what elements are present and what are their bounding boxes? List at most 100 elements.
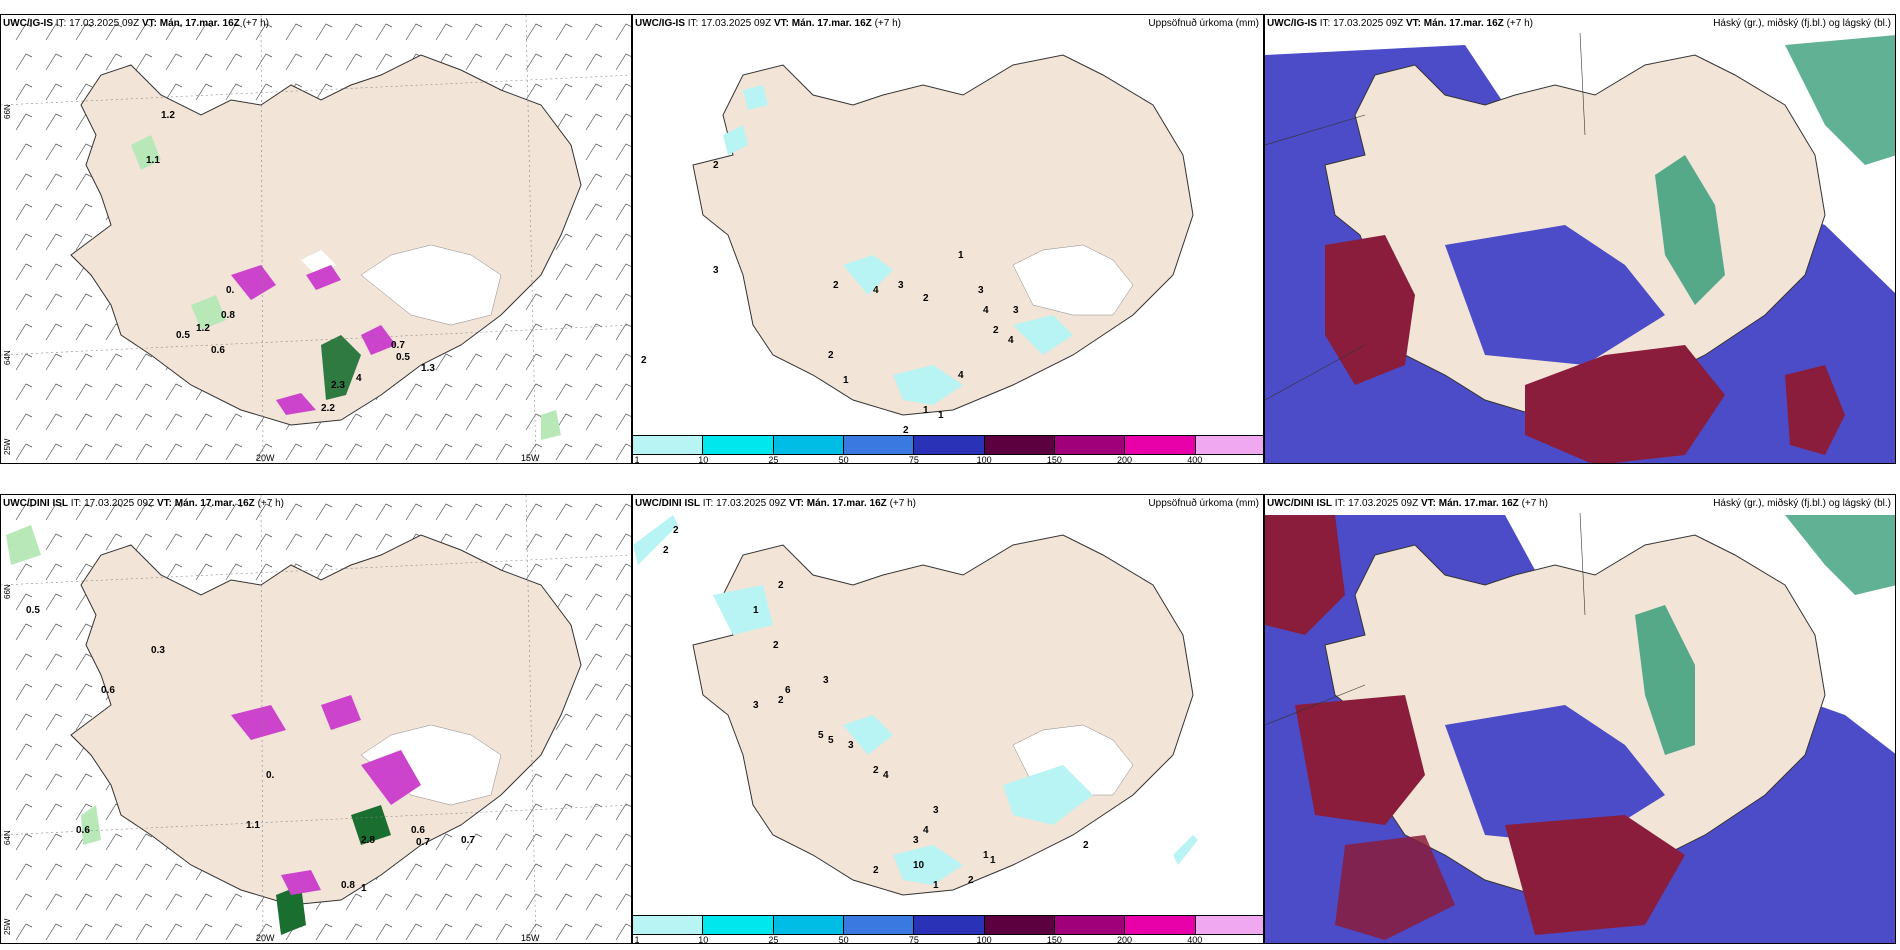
- wind-barb: [375, 893, 393, 911]
- wind-barb: [435, 503, 453, 521]
- wind-barb: [135, 923, 153, 941]
- cloud-map-panel-bottom: UWC/DINI ISL IT: 17.03.2025 09Z VT: Mán.…: [1264, 494, 1896, 944]
- cloud-title: Háský (gr.), miðský (fj.bl.) og lágský (…: [1713, 498, 1891, 509]
- wind-barb: [105, 443, 123, 461]
- precip-title: Uppsöfnuð úrkoma (mm): [1148, 498, 1259, 509]
- grid-lines: [1, 15, 631, 463]
- wind-barb: [255, 563, 273, 581]
- wind-barb: [225, 83, 243, 101]
- precip-green-2: [131, 135, 161, 170]
- map-value-label: 1.1: [146, 155, 160, 166]
- wind-barb: [75, 923, 93, 941]
- iceland-land: [70, 54, 582, 426]
- wind-barb: [285, 443, 303, 461]
- wind-barb: [225, 893, 243, 911]
- wind-barb: [75, 23, 93, 41]
- lon-label-25: 25W: [3, 918, 12, 935]
- map-value-label: 1.1: [246, 820, 260, 831]
- map-value-label: 1: [923, 405, 929, 416]
- cloud-maroon-west: [1325, 235, 1415, 385]
- wind-barb: [15, 233, 33, 251]
- wind-barb: [555, 413, 573, 431]
- precip-magenta-4: [276, 393, 316, 415]
- map-value-label: 2: [673, 525, 679, 536]
- map-value-label: 0.5: [176, 330, 190, 341]
- wind-barb: [105, 503, 123, 521]
- wind-barb: [75, 863, 93, 881]
- colorbar-segment: [773, 436, 844, 454]
- map-value-label: 0.8: [221, 310, 235, 321]
- wind-barb: [75, 323, 93, 341]
- wind-barb: [585, 413, 603, 431]
- wind-barb: [585, 83, 603, 101]
- wind-barb: [405, 443, 423, 461]
- wind-barb: [285, 53, 303, 71]
- wind-barb: [195, 83, 213, 101]
- wind-barb: [285, 533, 303, 551]
- wind-barb: [165, 533, 183, 551]
- wind-barb: [195, 413, 213, 431]
- wind-barb: [495, 353, 513, 371]
- wind-barb: [585, 773, 603, 791]
- map-value-label: 0.6: [101, 685, 115, 696]
- wind-barb: [15, 263, 33, 281]
- wind-barb: [45, 653, 63, 671]
- map-value-label: 4: [923, 825, 929, 836]
- wind-barb: [615, 413, 631, 431]
- wind-barb: [555, 563, 573, 581]
- precip-magenta-2: [321, 695, 361, 730]
- map-value-label: 2: [993, 325, 999, 336]
- wind-barb: [495, 23, 513, 41]
- wind-barb: [555, 443, 573, 461]
- wind-barb: [315, 53, 333, 71]
- wind-barb: [15, 413, 33, 431]
- wind-barb: [555, 593, 573, 611]
- wind-barb: [75, 383, 93, 401]
- precip-magenta-2: [306, 265, 341, 290]
- wind-barb: [135, 413, 153, 431]
- wind-barb: [135, 443, 153, 461]
- wind-map-bottom: [1, 495, 631, 943]
- precip-magenta-3: [361, 750, 421, 805]
- wind-barb: [165, 23, 183, 41]
- wind-map-panel-bottom: UWC/DINI ISL IT: 17.03.2025 09Z VT: Mán.…: [0, 494, 632, 944]
- colorbar-tick-label: 75: [908, 935, 919, 944]
- panel-title: UWC/DINI ISL IT: 17.03.2025 09Z VT: Mán.…: [1267, 498, 1548, 509]
- wind-barb: [585, 863, 603, 881]
- wind-barb: [525, 383, 543, 401]
- wind-barb: [75, 143, 93, 161]
- wind-barb: [585, 923, 603, 941]
- colorbar-tick-label: 25: [768, 935, 779, 944]
- colorbar-tick-label: 10: [698, 935, 709, 944]
- glacier-vatnajokull: [360, 724, 502, 806]
- wind-barb: [315, 503, 333, 521]
- wind-barb: [555, 743, 573, 761]
- cloud-green-high: [1655, 155, 1725, 305]
- wind-barb: [495, 863, 513, 881]
- wind-barb: [165, 443, 183, 461]
- wind-barb: [405, 23, 423, 41]
- wind-barb: [75, 353, 93, 371]
- wind-barb: [615, 713, 631, 731]
- wind-barb: [75, 203, 93, 221]
- wind-barb: [165, 413, 183, 431]
- colorbar-segment: [1195, 916, 1263, 934]
- colorbar-tick-label: 400: [1187, 455, 1203, 464]
- wind-barb: [225, 23, 243, 41]
- wind-barb: [375, 503, 393, 521]
- map-value-label: 2.3: [331, 380, 345, 391]
- wind-barb: [15, 623, 33, 641]
- colorbar-tick-label: 400: [1187, 935, 1203, 944]
- wind-barb: [495, 833, 513, 851]
- wind-barb: [75, 83, 93, 101]
- map-value-label: 2: [663, 545, 669, 556]
- wind-barb: [315, 533, 333, 551]
- map-value-label: 2: [1083, 840, 1089, 851]
- wind-barb: [285, 23, 303, 41]
- wind-barb: [255, 53, 273, 71]
- precip-green-3: [191, 295, 226, 330]
- cloud-maroon-se: [1785, 365, 1845, 455]
- wind-barb: [585, 113, 603, 131]
- wind-barb: [585, 353, 603, 371]
- wind-barb: [585, 833, 603, 851]
